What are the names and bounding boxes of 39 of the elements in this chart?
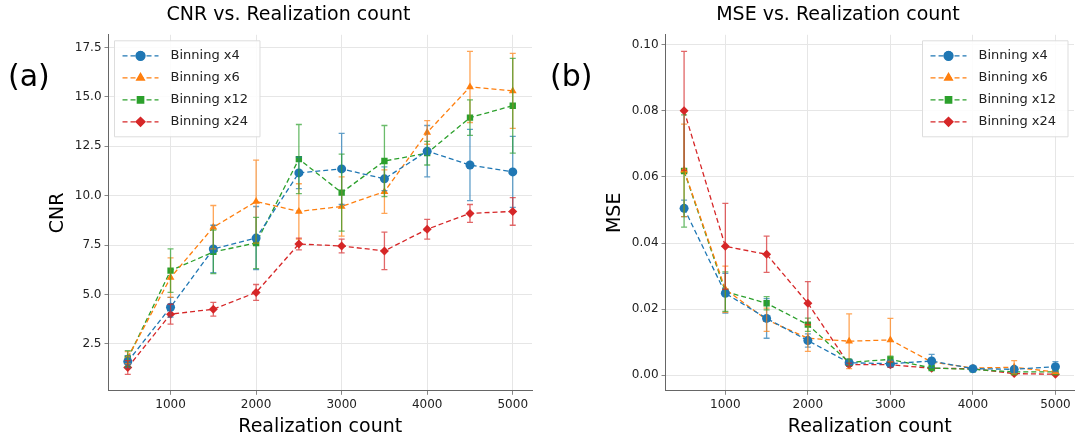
y-tick-label: 12.5 (74, 138, 102, 153)
x-tick-label: 4000 (957, 397, 989, 412)
y-tick-label: 17.5 (74, 39, 102, 54)
legend-label: Binning x6 (978, 69, 1048, 85)
y-tick-label: 0.08 (631, 102, 659, 117)
y-tick-label: 0.00 (631, 367, 659, 382)
y-tick-label: 0.10 (631, 36, 659, 51)
x-axis-title: Realization count (238, 413, 403, 436)
x-tick-label: 2000 (240, 397, 272, 412)
legend-label: Binning x4 (170, 47, 240, 63)
x-tick-label: 5000 (497, 397, 529, 412)
text: (b) (550, 58, 593, 93)
legend-label: Binning x6 (170, 69, 240, 85)
y-tick-label: 10.0 (74, 187, 102, 202)
y-axis-title: MSE (602, 192, 625, 234)
y-tick-label: 2.5 (82, 335, 102, 350)
chart-title: CNR vs. Realization count (166, 2, 411, 25)
x-tick-label: 3000 (326, 397, 357, 412)
x-tick-label: 5000 (1040, 397, 1071, 412)
x-axis-title: Realization count (787, 413, 952, 436)
x-tick-label: 4000 (411, 397, 443, 412)
x-tick-label: 1000 (710, 397, 741, 412)
x-tick-label: 1000 (155, 397, 186, 412)
legend-label: Binning x12 (978, 91, 1056, 107)
y-tick-label: 15.0 (74, 88, 102, 103)
legend-label: Binning x24 (978, 113, 1056, 129)
legend-label: Binning x12 (170, 91, 248, 107)
x-tick-label: 3000 (875, 397, 906, 412)
x-tick-label: 2000 (792, 397, 824, 412)
y-tick-label: 5.0 (82, 286, 102, 301)
legend-label: Binning x4 (978, 47, 1048, 63)
y-tick-label: 0.02 (631, 301, 659, 316)
text: (a) (8, 58, 50, 93)
y-tick-label: 0.04 (631, 235, 659, 250)
chart-title: MSE vs. Realization count (716, 2, 960, 25)
legend-label: Binning x24 (170, 113, 248, 129)
y-tick-label: 7.5 (82, 237, 102, 252)
y-axis-title: CNR (45, 192, 68, 234)
y-tick-label: 0.06 (631, 169, 659, 184)
